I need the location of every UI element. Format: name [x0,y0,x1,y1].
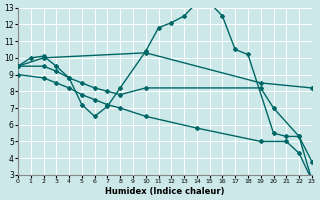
X-axis label: Humidex (Indice chaleur): Humidex (Indice chaleur) [105,187,225,196]
